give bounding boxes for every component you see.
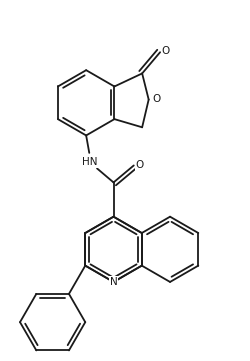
Text: O: O bbox=[136, 160, 144, 170]
Text: O: O bbox=[162, 47, 170, 56]
Text: N: N bbox=[110, 277, 118, 287]
Text: O: O bbox=[152, 94, 160, 104]
Text: HN: HN bbox=[82, 157, 98, 167]
